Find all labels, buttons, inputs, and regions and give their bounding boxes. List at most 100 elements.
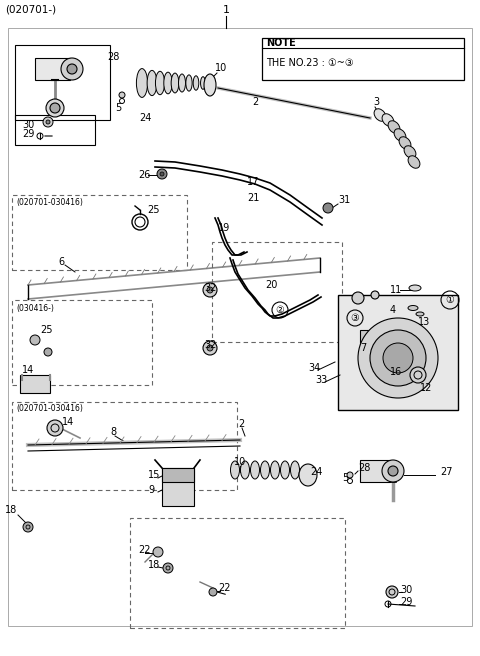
Text: 14: 14: [22, 365, 34, 375]
Circle shape: [163, 563, 173, 573]
Ellipse shape: [147, 70, 157, 96]
Ellipse shape: [136, 69, 148, 97]
Text: 24: 24: [139, 113, 151, 123]
Text: 10: 10: [234, 457, 246, 467]
Ellipse shape: [399, 136, 411, 150]
Ellipse shape: [388, 121, 400, 133]
Ellipse shape: [416, 312, 424, 316]
Text: 24: 24: [310, 467, 323, 477]
Circle shape: [323, 203, 333, 213]
Text: 29: 29: [22, 129, 35, 139]
Bar: [12, 402, 237, 490]
Text: THE NO.23 : ①~③: THE NO.23 : ①~③: [266, 58, 354, 68]
Ellipse shape: [204, 74, 216, 96]
Circle shape: [203, 283, 217, 297]
Bar: [360, 330, 370, 365]
Text: 28: 28: [358, 463, 371, 473]
Circle shape: [160, 172, 164, 176]
Text: (020701-): (020701-): [5, 5, 56, 15]
Ellipse shape: [201, 77, 205, 89]
Text: 17: 17: [247, 177, 259, 187]
Circle shape: [388, 466, 398, 476]
Text: 25: 25: [147, 205, 159, 215]
Text: 2: 2: [252, 97, 258, 107]
Bar: [12, 300, 152, 385]
Text: 13: 13: [418, 317, 430, 327]
Text: 1: 1: [223, 5, 229, 15]
Circle shape: [370, 330, 426, 386]
Ellipse shape: [171, 73, 179, 93]
Text: 9: 9: [148, 485, 154, 495]
Text: 27: 27: [440, 467, 453, 477]
Text: 8: 8: [110, 427, 116, 437]
Circle shape: [371, 291, 379, 299]
Bar: [15, 45, 110, 120]
Circle shape: [23, 522, 33, 532]
Ellipse shape: [208, 77, 212, 89]
Ellipse shape: [193, 76, 199, 91]
Text: 18: 18: [148, 560, 160, 570]
Text: 30: 30: [400, 585, 412, 595]
Text: 32: 32: [204, 340, 216, 350]
Ellipse shape: [271, 461, 279, 479]
Bar: [360, 460, 390, 482]
Text: 22: 22: [138, 545, 151, 555]
Circle shape: [47, 420, 63, 436]
Text: 5: 5: [342, 473, 348, 483]
Circle shape: [46, 99, 64, 117]
Ellipse shape: [408, 155, 420, 168]
Bar: [15, 115, 95, 145]
Text: 18: 18: [5, 505, 17, 515]
Ellipse shape: [374, 109, 386, 121]
Circle shape: [61, 58, 83, 80]
Bar: [212, 242, 342, 342]
Ellipse shape: [382, 113, 394, 126]
Ellipse shape: [230, 461, 240, 479]
Circle shape: [207, 287, 213, 293]
Bar: [262, 38, 464, 80]
Text: 3: 3: [373, 97, 379, 107]
Ellipse shape: [240, 461, 250, 479]
Text: (030416-): (030416-): [16, 304, 54, 312]
Text: ①: ①: [445, 295, 455, 305]
Text: 33: 33: [315, 375, 327, 385]
Circle shape: [203, 341, 217, 355]
Text: 32: 32: [204, 283, 216, 293]
Circle shape: [46, 120, 50, 124]
Text: 6: 6: [58, 257, 64, 267]
Ellipse shape: [394, 129, 406, 141]
Text: ③: ③: [350, 313, 360, 323]
Ellipse shape: [299, 464, 317, 486]
Circle shape: [358, 318, 438, 398]
Circle shape: [119, 92, 125, 98]
Text: 26: 26: [138, 170, 150, 180]
Ellipse shape: [290, 461, 300, 479]
Bar: [162, 468, 194, 482]
Circle shape: [383, 343, 413, 373]
Bar: [338, 295, 458, 410]
Text: 16: 16: [390, 367, 402, 377]
Text: 15: 15: [148, 470, 160, 480]
Circle shape: [44, 348, 52, 356]
Text: 5: 5: [115, 103, 121, 113]
Bar: [12, 195, 187, 270]
Bar: [130, 518, 345, 628]
Text: 21: 21: [247, 193, 259, 203]
Circle shape: [153, 547, 163, 557]
Text: (020701-030416): (020701-030416): [16, 403, 83, 413]
Text: 29: 29: [400, 597, 412, 607]
Text: 30: 30: [22, 120, 34, 130]
Ellipse shape: [408, 306, 418, 310]
Bar: [20, 375, 50, 393]
Circle shape: [67, 64, 77, 74]
Bar: [35, 58, 70, 80]
Circle shape: [209, 588, 217, 596]
Text: 2: 2: [238, 419, 244, 429]
Circle shape: [207, 345, 213, 351]
Text: 34: 34: [308, 363, 320, 373]
Circle shape: [30, 335, 40, 345]
Text: 12: 12: [420, 383, 432, 393]
Text: ②: ②: [276, 305, 284, 315]
Text: 31: 31: [338, 195, 350, 205]
Ellipse shape: [261, 461, 269, 479]
